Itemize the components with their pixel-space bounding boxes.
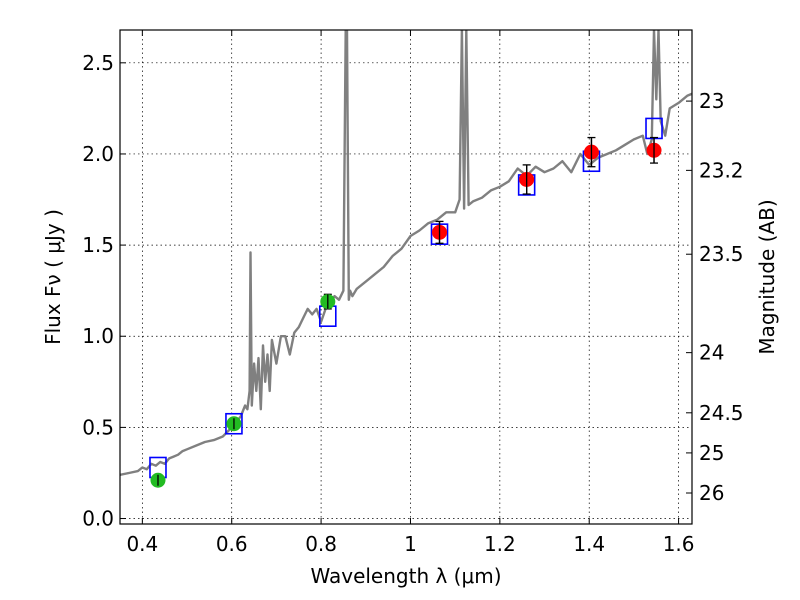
spectrum-line [120,30,692,476]
x-tick-label: 0.8 [305,532,337,556]
y2-tick-label: 23 [699,89,724,113]
y2-tick-label: 26 [699,481,724,505]
model-photometry-square [225,412,243,435]
y-tick-label: 1.0 [82,324,114,348]
y-tick-labels: 0.0 0.5 1.0 1.5 2.0 2.5 [82,51,114,531]
y2-tick-labels: 23 23.2 23.5 24 24.5 25 26 [699,89,744,505]
x-tick-label: 1.2 [484,532,516,556]
y-tick-label: 2.0 [82,142,114,166]
y2-tick-label: 25 [699,441,724,465]
y2-tick-label: 23.2 [699,158,744,182]
grid-lines [120,30,692,524]
tick-marks [120,30,692,524]
y-tick-label: 0.0 [82,507,114,531]
y-tick-label: 1.5 [82,233,114,257]
x-tick-label: 1.6 [663,532,695,556]
y-tick-label: 0.5 [82,415,114,439]
x-tick-label: 0.6 [216,532,248,556]
x-tick-labels: 0.4 0.6 0.8 1 1.2 1.4 1.6 [126,532,694,556]
y2-tick-label: 23.5 [699,242,744,266]
spectrum-layer [120,30,692,476]
x-axis-label: Wavelength λ (μm) [310,564,501,588]
plot-frame [119,29,693,525]
y2-tick-label: 24.5 [699,401,744,425]
y2-tick-label: 24 [699,341,724,365]
x-tick-label: 0.4 [126,532,158,556]
observed-points [150,136,662,488]
x-tick-label: 1 [404,532,417,556]
x-tick-label: 1.4 [573,532,605,556]
y-axis-label: Flux Fν ( μJy ) [41,209,65,345]
y-tick-label: 2.5 [82,51,114,75]
y2-axis-label: Magnitude (AB) [755,199,779,354]
